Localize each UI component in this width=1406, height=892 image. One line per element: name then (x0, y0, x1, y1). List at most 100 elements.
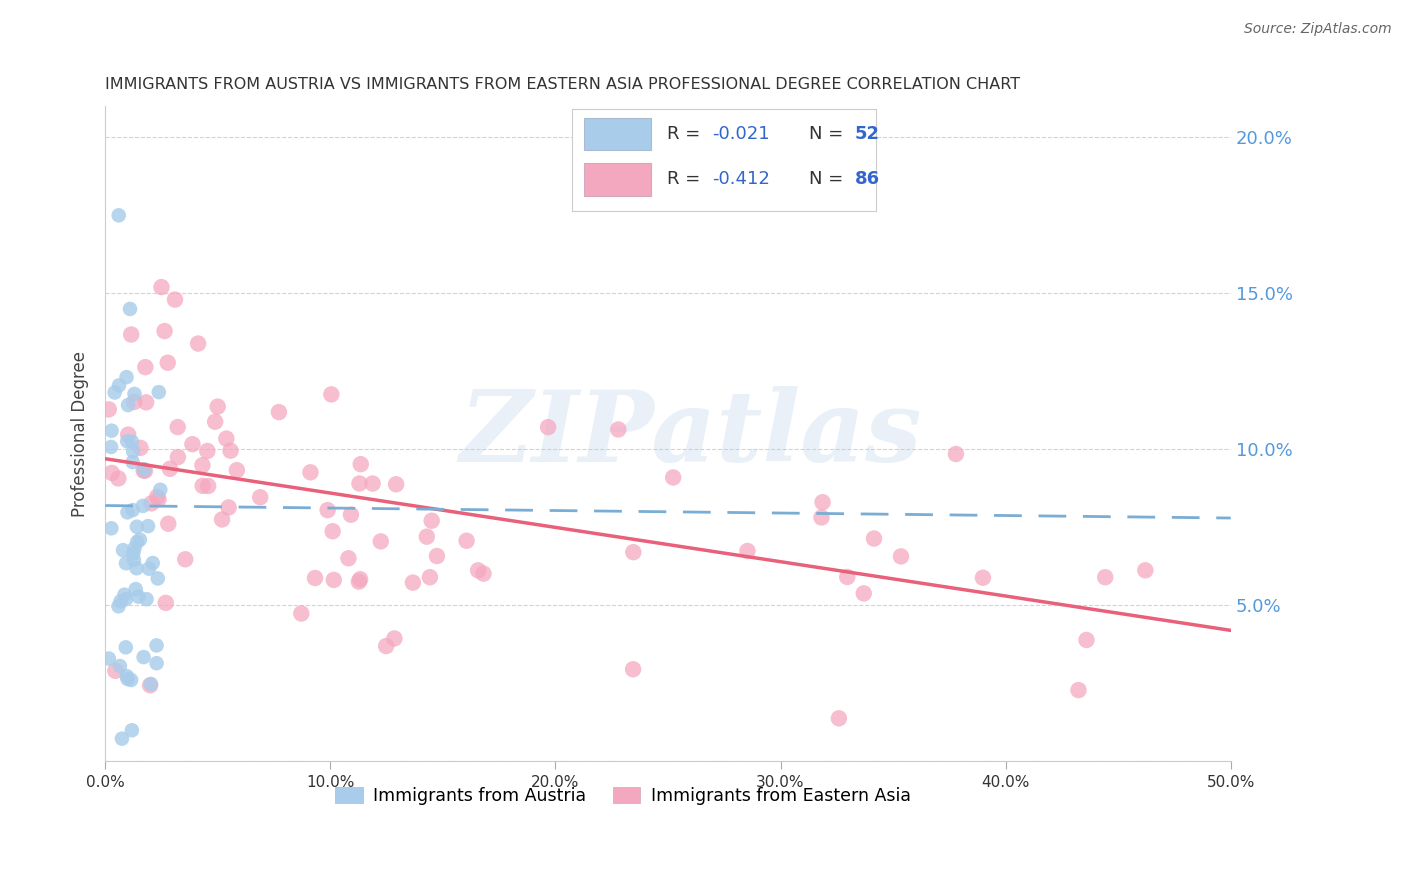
Point (148, 385, 170, 400)
Point (737, 544, 759, 558)
Point (174, 552, 197, 566)
Point (195, 444, 218, 458)
Point (117, 427, 139, 442)
Point (134, 462, 156, 476)
Point (181, 437, 204, 451)
Point (100, 440, 122, 454)
Text: ZIPatlas: ZIPatlas (460, 385, 922, 482)
Point (347, 574, 370, 589)
Point (135, 592, 157, 607)
Point (215, 432, 238, 446)
Point (134, 360, 156, 375)
Point (97, 651, 120, 665)
Point (139, 678, 162, 692)
Point (127, 535, 149, 549)
Point (100, 521, 122, 535)
Point (148, 492, 170, 507)
Point (621, 545, 644, 559)
Point (115, 669, 138, 683)
Point (456, 533, 478, 548)
Point (890, 549, 912, 564)
Point (111, 731, 134, 746)
Point (197, 479, 219, 493)
Point (349, 476, 371, 491)
Point (122, 395, 145, 409)
Point (972, 571, 994, 585)
Point (107, 208, 129, 222)
Point (340, 508, 363, 522)
Point (135, 395, 157, 409)
Point (384, 632, 406, 646)
Point (420, 514, 443, 528)
Point (117, 398, 139, 412)
Point (149, 483, 172, 497)
Point (108, 659, 131, 673)
Point (945, 447, 967, 461)
Point (136, 519, 159, 533)
Point (155, 596, 177, 610)
Point (191, 479, 214, 493)
Point (207, 400, 229, 414)
Point (402, 575, 425, 590)
Legend: Immigrants from Austria, Immigrants from Eastern Asia: Immigrants from Austria, Immigrants from… (328, 780, 918, 812)
Point (117, 672, 139, 686)
Point (125, 561, 148, 575)
Point (267, 405, 290, 419)
Point (662, 470, 685, 484)
Point (142, 556, 165, 570)
Point (115, 434, 138, 449)
Point (129, 533, 152, 547)
Point (145, 639, 167, 653)
Point (204, 415, 226, 429)
Point (115, 556, 138, 570)
Point (115, 592, 138, 607)
Point (132, 463, 155, 477)
Point (299, 465, 322, 479)
Point (156, 356, 179, 370)
Point (852, 586, 875, 600)
Point (159, 462, 181, 476)
Point (121, 434, 143, 449)
Point (361, 476, 384, 491)
Point (167, 450, 190, 464)
Point (828, 711, 851, 725)
Point (114, 640, 136, 655)
Point (107, 599, 129, 614)
Point (145, 657, 167, 671)
Point (115, 370, 138, 384)
Point (127, 590, 149, 604)
Point (350, 457, 373, 471)
Point (1094, 570, 1116, 584)
Point (163, 293, 186, 307)
Point (375, 639, 398, 653)
Point (1076, 632, 1098, 647)
Point (837, 570, 859, 584)
Point (316, 503, 339, 517)
Point (122, 553, 145, 567)
Point (370, 534, 392, 549)
Point (153, 324, 176, 338)
Point (537, 420, 560, 434)
Point (120, 327, 142, 342)
Point (132, 499, 155, 513)
Point (349, 572, 371, 586)
Point (1135, 563, 1157, 577)
Point (122, 547, 145, 561)
Point (385, 477, 408, 491)
Point (141, 496, 163, 510)
Y-axis label: Professional Degree: Professional Degree (72, 351, 89, 516)
Point (304, 571, 326, 585)
Point (146, 571, 169, 585)
Point (122, 444, 145, 458)
Point (104, 664, 127, 678)
Point (218, 500, 240, 515)
Point (219, 443, 242, 458)
Point (290, 607, 312, 621)
Point (416, 530, 439, 544)
Point (191, 458, 214, 473)
Text: Source: ZipAtlas.com: Source: ZipAtlas.com (1244, 22, 1392, 37)
Point (117, 505, 139, 519)
Point (225, 463, 247, 477)
Point (139, 677, 162, 691)
Text: IMMIGRANTS FROM AUSTRIA VS IMMIGRANTS FROM EASTERN ASIA PROFESSIONAL DEGREE CORR: IMMIGRANTS FROM AUSTRIA VS IMMIGRANTS FR… (105, 78, 1021, 93)
